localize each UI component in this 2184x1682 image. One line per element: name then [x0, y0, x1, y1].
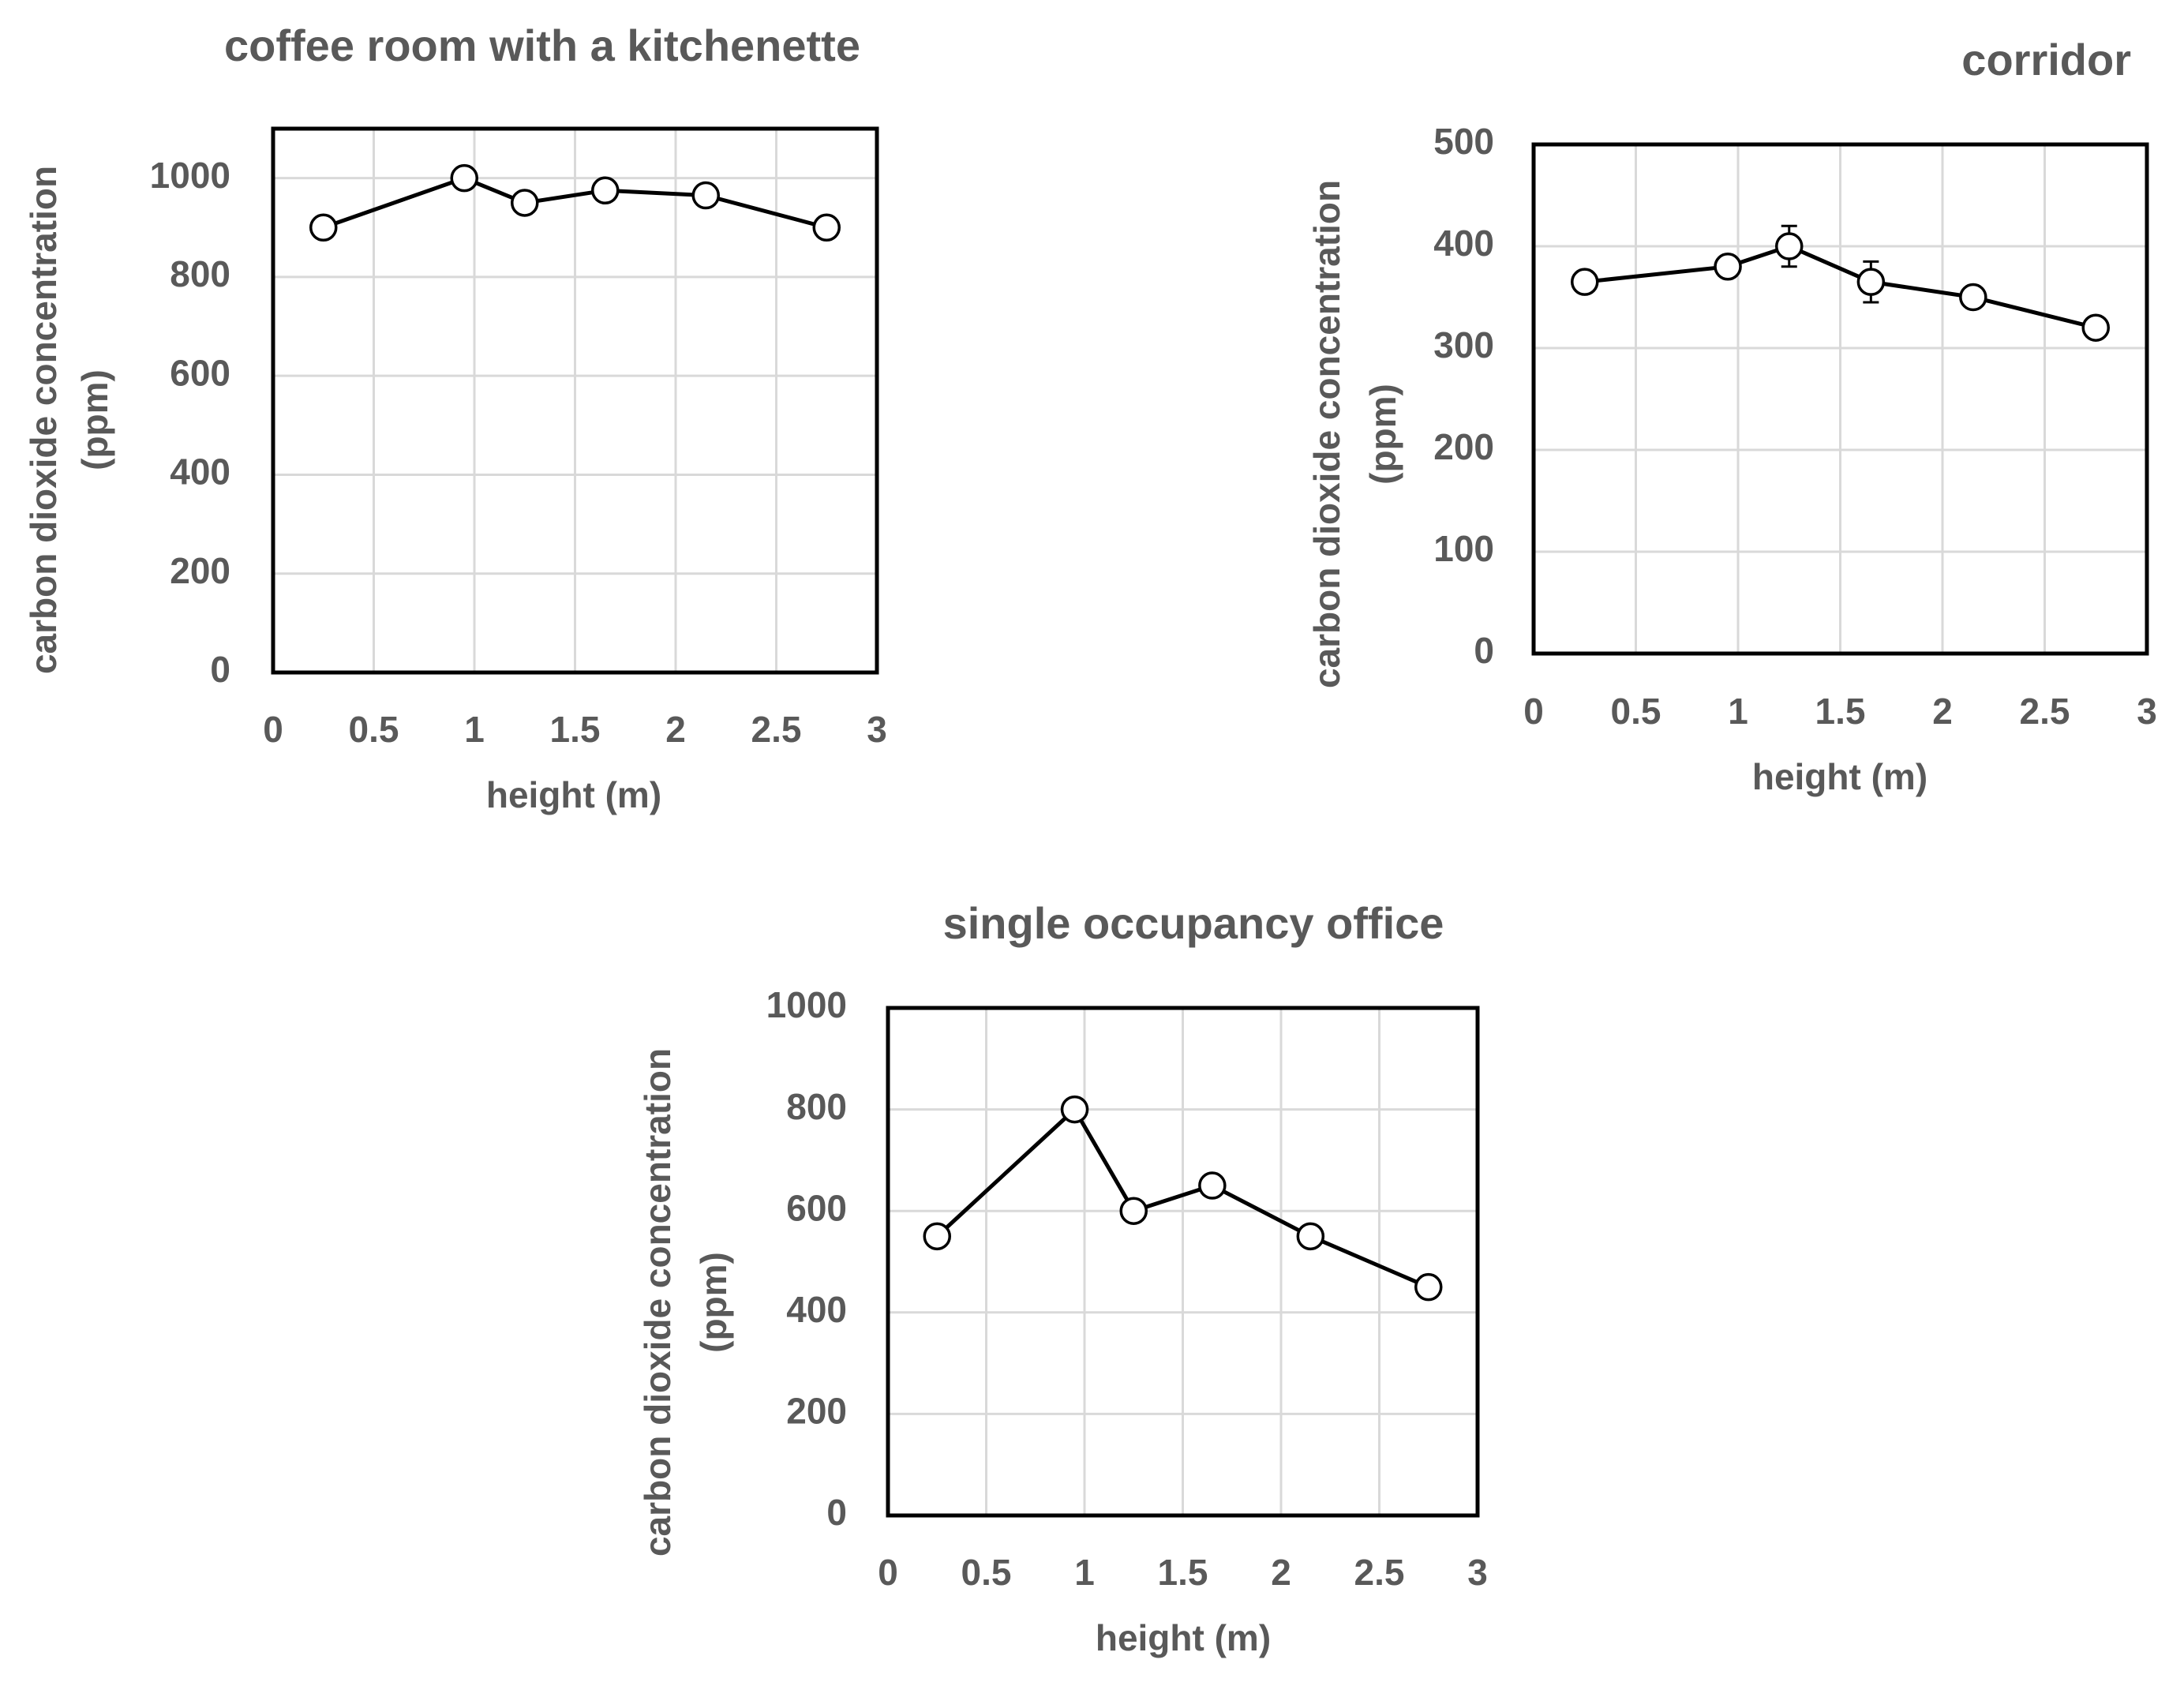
x-tick-label: 3 — [1467, 1552, 1488, 1593]
data-point — [691, 181, 720, 210]
y-tick-label: 500 — [1433, 121, 1494, 162]
y-tick-label: 200 — [1433, 426, 1494, 467]
data-point — [923, 1222, 951, 1251]
data-point — [1119, 1197, 1148, 1225]
y-tick-label: 600 — [786, 1187, 847, 1228]
data-line — [935, 1106, 1429, 1289]
x-tick-label: 1.5 — [550, 709, 601, 750]
y-tick-label: 0 — [826, 1492, 847, 1533]
x-tick-label: 0.5 — [349, 709, 399, 750]
y-tick-label: 800 — [170, 253, 230, 294]
chart-panel: coffee room with a kitchenette 0 200 400 600… — [23, 21, 887, 815]
y-tick-label: 200 — [786, 1391, 847, 1432]
data-point — [812, 213, 841, 242]
x-tick-label: 0 — [263, 709, 283, 750]
x-tick-label: 2.5 — [1354, 1552, 1405, 1593]
x-tick-label: 0.5 — [961, 1552, 1012, 1593]
y-tick-label: 200 — [170, 550, 230, 591]
y-tick-label: 400 — [1433, 223, 1494, 264]
plot-frame — [271, 126, 879, 675]
y-tick-label: 400 — [786, 1289, 847, 1330]
x-tick-label: 1 — [464, 709, 485, 750]
data-line — [322, 175, 827, 230]
data-point — [1060, 1095, 1089, 1124]
x-axis-label: height (m) — [486, 774, 661, 815]
x-tick-label: 1.5 — [1158, 1552, 1208, 1593]
data-point — [1959, 283, 1987, 312]
x-axis-label: height (m) — [1096, 1617, 1271, 1658]
x-tick-label: 0.5 — [1611, 691, 1661, 732]
y-axis-label: carbon dioxide concentration — [23, 166, 64, 674]
x-tick-label: 2.5 — [751, 709, 802, 750]
data-point — [1856, 268, 1886, 296]
y-tick-label: 600 — [170, 352, 230, 393]
x-tick-label: 1 — [1074, 1552, 1095, 1593]
x-tick-label: 2 — [1271, 1552, 1291, 1593]
chart-panel: corridor 0 100 200 300 400 500 0 0.5 1 1.5 2 2.5 3 hei… — [1306, 35, 2157, 797]
y-tick-label: 100 — [1433, 528, 1494, 569]
data-point — [1414, 1272, 1443, 1302]
data-point — [1198, 1171, 1227, 1200]
y-tick-label: 300 — [1433, 324, 1494, 365]
y-axis-label: (ppm) — [1362, 384, 1403, 485]
y-tick-label: 800 — [786, 1086, 847, 1127]
y-axis-label: (ppm) — [693, 1252, 734, 1353]
x-tick-label: 3 — [2137, 691, 2157, 732]
x-axis-label: height (m) — [1752, 756, 1927, 797]
y-tick-label: 400 — [170, 451, 230, 493]
data-point — [309, 213, 338, 242]
y-tick-label: 1000 — [150, 155, 230, 196]
x-tick-label: 3 — [867, 709, 887, 750]
y-tick-label: 0 — [1474, 630, 1494, 671]
y-axis-label: (ppm) — [74, 369, 115, 470]
chart-title: single occupancy office — [943, 898, 1444, 948]
chart-panel: single occupancy office 0 200 400 600 800 1000… — [637, 898, 1488, 1658]
y-axis-label: carbon dioxide concentration — [1306, 180, 1347, 688]
data-point — [2081, 313, 2110, 342]
data-point — [1571, 268, 1599, 296]
chart-title: coffee room with a kitchenette — [224, 21, 860, 70]
data-line — [1584, 244, 2096, 330]
x-tick-label: 0 — [1523, 691, 1544, 732]
x-tick-label: 2.5 — [2020, 691, 2070, 732]
plot-frame — [1531, 142, 2149, 656]
x-tick-label: 0 — [878, 1552, 898, 1593]
data-point — [1775, 232, 1804, 260]
y-tick-label: 1000 — [766, 984, 847, 1025]
x-tick-label: 1 — [1728, 691, 1748, 732]
plot-frame — [886, 1006, 1480, 1518]
data-point — [591, 176, 620, 205]
y-axis-label: carbon dioxide concentration — [637, 1048, 678, 1557]
data-point — [1714, 253, 1742, 281]
data-point — [450, 163, 478, 193]
chart-title: corridor — [1961, 35, 2131, 84]
data-point — [511, 189, 539, 217]
x-tick-label: 2 — [665, 709, 686, 750]
y-tick-label: 0 — [210, 649, 230, 690]
x-tick-label: 1.5 — [1815, 691, 1866, 732]
x-tick-label: 2 — [1932, 691, 1953, 732]
data-point — [1296, 1222, 1325, 1251]
